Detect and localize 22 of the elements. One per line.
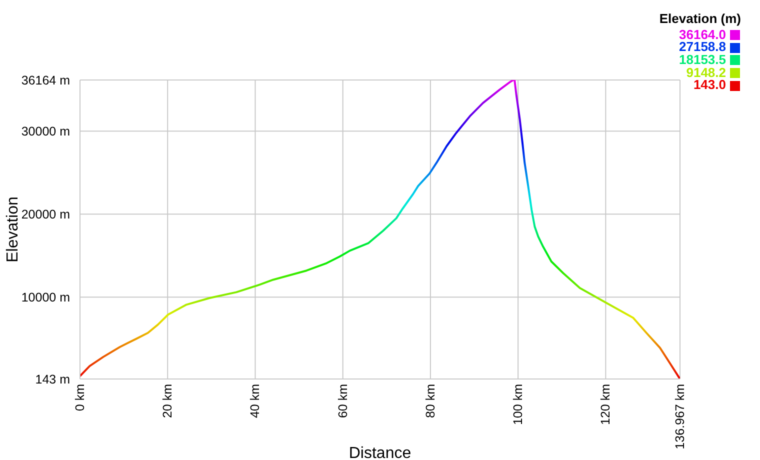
x-tick-label: 136.967 km (673, 384, 687, 450)
y-axis-title: Elevation (4, 196, 22, 262)
x-axis-title: Distance (348, 445, 412, 460)
line-series (80, 80, 680, 379)
y-tick-label: 36164 m (21, 73, 70, 88)
x-tick-label: 60 km (336, 384, 350, 418)
x-tick-label: 100 km (511, 384, 526, 425)
x-tick-label: 20 km (160, 384, 175, 418)
color-bar-label: 36164.0 (679, 26, 726, 42)
y-tick-label: 10000 m (21, 290, 70, 305)
color-bar-label: 18153.5 (679, 52, 726, 68)
x-tick-label: 80 km (423, 384, 438, 418)
x-tick-label: 0 km (73, 384, 87, 412)
color-bar-label: 27158.8 (679, 39, 726, 54)
y-tick-label: 30000 m (21, 124, 70, 139)
color-bar-label: 143.0 (693, 77, 726, 92)
y-tick-label: 143 m (35, 372, 70, 386)
x-tick-label: 120 km (598, 384, 613, 425)
x-tick-label: 40 km (248, 384, 262, 418)
y-tick-label: 20000 m (21, 208, 70, 222)
color-bar-title: Elevation (m) (659, 11, 741, 26)
color-bar-label: 9148.2 (686, 64, 726, 80)
